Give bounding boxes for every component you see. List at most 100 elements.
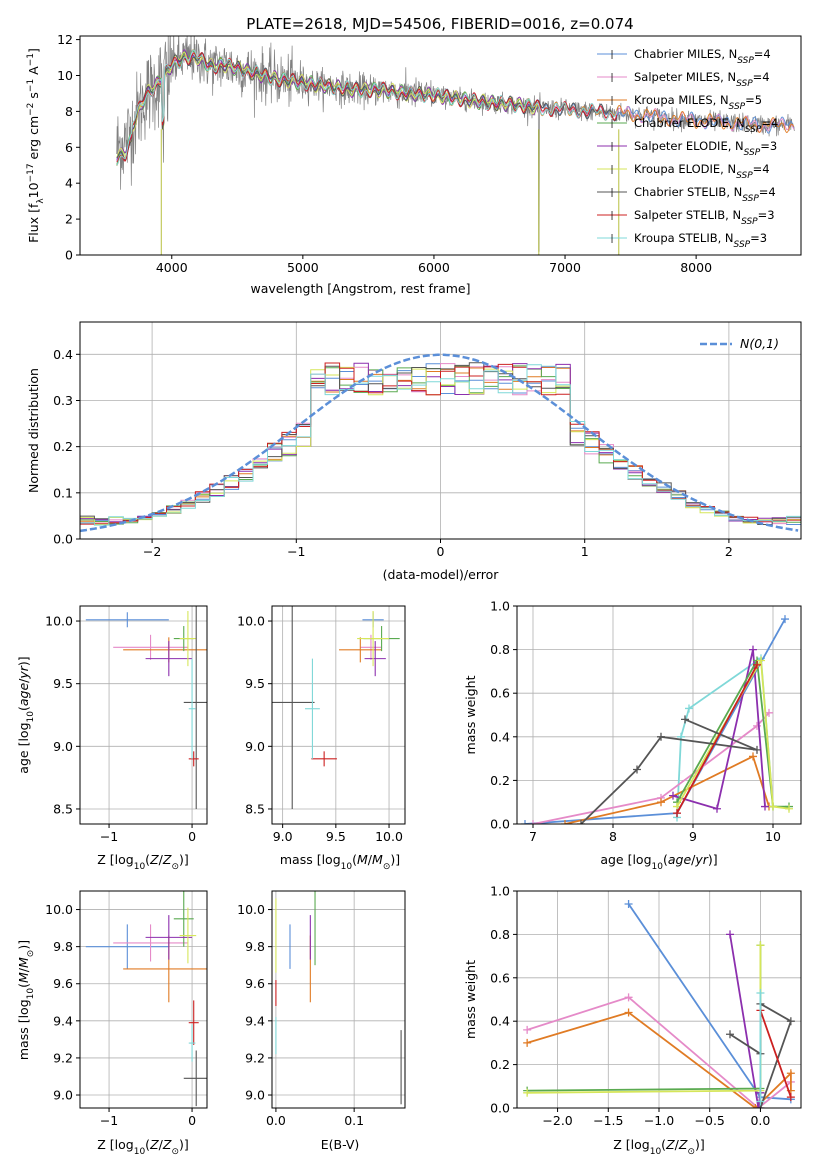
mass_vs_ebv-ytick-label: 9.4 bbox=[245, 1013, 265, 1028]
spectrum-legend-entry-part: Kroupa ELODIE, N bbox=[634, 162, 736, 176]
massweight_vs_Z-marker-kroupa_elodie bbox=[523, 1088, 532, 1097]
spectrum-ylabel-part: Flux [f bbox=[26, 203, 41, 243]
massweight_vs_Z-xlabel: Z [log10(Z/Z⊙)] bbox=[613, 1137, 705, 1157]
massweight_vs_Z-ytick-label: 0.2 bbox=[490, 1057, 510, 1072]
spectrum-legend-entry-part: Salpeter STELIB, N bbox=[634, 208, 741, 222]
spectrum-xtick-label: 8000 bbox=[680, 260, 712, 275]
residual-hist-chabrier_stelib bbox=[80, 362, 801, 525]
age_vs_Z-ylabel-part: )] bbox=[16, 656, 31, 666]
massweight_vs_age-marker-chabrier_miles bbox=[521, 820, 529, 824]
massweight_vs_Z-marker-salpeter_stelib bbox=[786, 1093, 795, 1102]
mass_vs_Z-ytick-label: 9.4 bbox=[53, 1013, 73, 1028]
spectrum-legend-entry-part: SSP bbox=[742, 194, 759, 204]
spectrum-legend-entry-part: SSP bbox=[729, 102, 746, 112]
age_vs_mass-xlabel-part: 10 bbox=[341, 862, 353, 872]
massweight_vs_age-xlabel-part: / bbox=[691, 852, 696, 867]
massweight_vs_age-line-kroupa_miles bbox=[564, 755, 770, 824]
age_vs_mass-xlabel-part: ⊙ bbox=[383, 862, 391, 872]
spectrum-xtick-label: 5000 bbox=[287, 260, 319, 275]
massweight_vs_age-line-salpeter_stelib bbox=[676, 664, 758, 814]
spectrum-legend-entry-part: SSP bbox=[737, 56, 754, 66]
massweight_vs_Z-marker-chabrier_stelib bbox=[786, 1017, 795, 1026]
spectrum-legend-entry-part: Kroupa STELIB, N bbox=[634, 231, 734, 245]
massweight_vs_age-xlabel-part: yr bbox=[694, 852, 708, 867]
massweight_vs_Z-marker-salpeter_miles bbox=[624, 993, 633, 1002]
spectrum-legend-entry-part: SSP bbox=[745, 125, 762, 135]
mass_vs_Z-xlabel-part: 10 bbox=[134, 1147, 146, 1157]
spectrum-legend-entry-part: Salpeter MILES, N bbox=[634, 70, 736, 84]
massweight_vs_Z-ytick-label: 0.8 bbox=[490, 927, 510, 942]
massweight_vs_age-xtick-label: 10 bbox=[765, 829, 781, 844]
age_vs_Z-xlabel-part: ( bbox=[145, 852, 150, 867]
spectrum-legend-entry-part: SSP bbox=[744, 148, 761, 158]
massweight_vs_Z-marker-kroupa_elodie bbox=[756, 941, 765, 950]
residuals-xtick-label: −2 bbox=[143, 544, 161, 559]
spectrum-legend-entry-part: SSP bbox=[741, 217, 758, 227]
mass_vs_Z-ylabel-part: ( bbox=[16, 983, 31, 988]
spectrum-frame bbox=[79, 35, 802, 256]
plot-layer: 4000 5000 6000 7000 8000024681012wavelength … bbox=[16, 32, 802, 1157]
spectrum-legend-marker: | bbox=[610, 96, 613, 106]
spectrum-xtick-label: 4000 bbox=[156, 260, 188, 275]
massweight_vs_age-marker-kroupa_miles bbox=[561, 820, 569, 824]
spectrum-legend-marker: | bbox=[610, 234, 613, 244]
age_vs_Z-ylabel-part: ( bbox=[16, 706, 31, 711]
massweight_vs_age-ylabel: mass weight bbox=[463, 675, 478, 754]
massweight_vs_age-marker-kroupa_elodie bbox=[769, 802, 777, 811]
massweight_vs_age-marker-chabrier_stelib bbox=[753, 745, 761, 754]
massweight_vs_age-line-salpeter_elodie bbox=[672, 649, 766, 810]
spectrum-legend-entry: Salpeter STELIB, NSSP=3 bbox=[634, 208, 775, 227]
mass_vs_Z-xlabel-part: ⊙ bbox=[171, 1147, 179, 1157]
age_vs_mass-xtick-label: 9.5 bbox=[326, 829, 346, 844]
residual-hists bbox=[80, 353, 801, 533]
spectrum-legend-marker: | bbox=[610, 165, 613, 175]
spectrum-legend-entry-part: =3 bbox=[758, 208, 775, 222]
massweight_vs_age-marker-salpeter_stelib bbox=[753, 660, 761, 669]
residuals-ytick-label: 0.3 bbox=[53, 393, 73, 408]
massweight_vs_Z-xtick-label: −2.0 bbox=[542, 1113, 572, 1128]
age_vs_mass-ytick-label: 9.5 bbox=[245, 676, 265, 691]
mass_vs_Z-xlabel-part: ( bbox=[145, 1137, 150, 1152]
age_vs_Z-ylabel-part: yr bbox=[16, 665, 31, 679]
massweight_vs_Z-xtick-label: 0.0 bbox=[750, 1113, 770, 1128]
mass_vs_ebv-xlabel: E(B-V) bbox=[321, 1137, 360, 1152]
age_vs_Z-xlabel-part: )] bbox=[179, 852, 189, 867]
age_vs_Z-xlabel: Z [log10(Z/Z⊙)] bbox=[97, 852, 189, 872]
age_vs_mass-xlabel-part: mass [log bbox=[280, 852, 341, 867]
spectrum-legend-marker: | bbox=[610, 211, 613, 221]
spectrum-legend-entry-part: =5 bbox=[745, 93, 762, 107]
massweight_vs_Z-xlabel-part: ⊙ bbox=[687, 1147, 695, 1157]
age_vs_mass-ytick-label: 9.0 bbox=[245, 739, 265, 754]
massweight_vs_age-marker-salpeter_stelib bbox=[673, 809, 681, 818]
massweight_vs_age-xtick-label: 7 bbox=[529, 829, 537, 844]
massweight_vs_age-ytick-label: 1.0 bbox=[490, 599, 510, 614]
massweight_vs_Z-xlabel-part: )] bbox=[695, 1137, 705, 1152]
age_vs_Z-xlabel-part: Z bbox=[162, 852, 172, 867]
massweight_vs_age-marker-chabrier_stelib bbox=[681, 715, 689, 724]
age_vs_Z-ylabel: age [log10(age/yr)] bbox=[16, 656, 36, 773]
spectrum-ytick-label: 8 bbox=[65, 104, 73, 119]
residual-hist-kroupa_elodie bbox=[80, 366, 801, 526]
mass_vs_Z-ylabel-part: / bbox=[16, 967, 31, 972]
spectrum-ylabel-part: −1 bbox=[26, 53, 36, 66]
spectrum-legend-marker: | bbox=[610, 142, 613, 152]
massweight_vs_age-xlabel-part: ( bbox=[663, 852, 668, 867]
spectrum-legend-entry-part: SSP bbox=[736, 79, 753, 89]
residuals-ytick-label: 0.2 bbox=[53, 439, 73, 454]
age_vs_Z-xlabel-part: Z [log bbox=[97, 852, 133, 867]
mass_vs_Z-xtick-label: −1 bbox=[100, 1113, 118, 1128]
spectrum-ytick-label: 4 bbox=[65, 176, 73, 191]
age_vs_mass-xlabel-part: / bbox=[368, 852, 373, 867]
mass_vs_Z-ylabel-part: M bbox=[16, 972, 31, 983]
spectrum-legend-marker: | bbox=[610, 188, 613, 198]
mass_vs_Z-ylabel-part: )] bbox=[16, 940, 31, 950]
massweight_vs_age-xtick-label: 9 bbox=[689, 829, 697, 844]
residual-hist-salpeter_stelib bbox=[80, 362, 801, 525]
spectrum-legend-entry: Chabrier MILES, NSSP=4 bbox=[634, 47, 771, 66]
spectrum-ytick-label: 6 bbox=[65, 140, 73, 155]
age_vs_Z-ylabel-part: / bbox=[16, 678, 31, 683]
mass_vs_Z-points bbox=[85, 891, 207, 1107]
mass_vs_ebv-ytick-label: 9.0 bbox=[245, 1088, 265, 1103]
massweight_vs_Z-marker-chabrier_stelib bbox=[726, 1030, 734, 1039]
spectrum-model-salpeter_elodie bbox=[116, 49, 539, 161]
